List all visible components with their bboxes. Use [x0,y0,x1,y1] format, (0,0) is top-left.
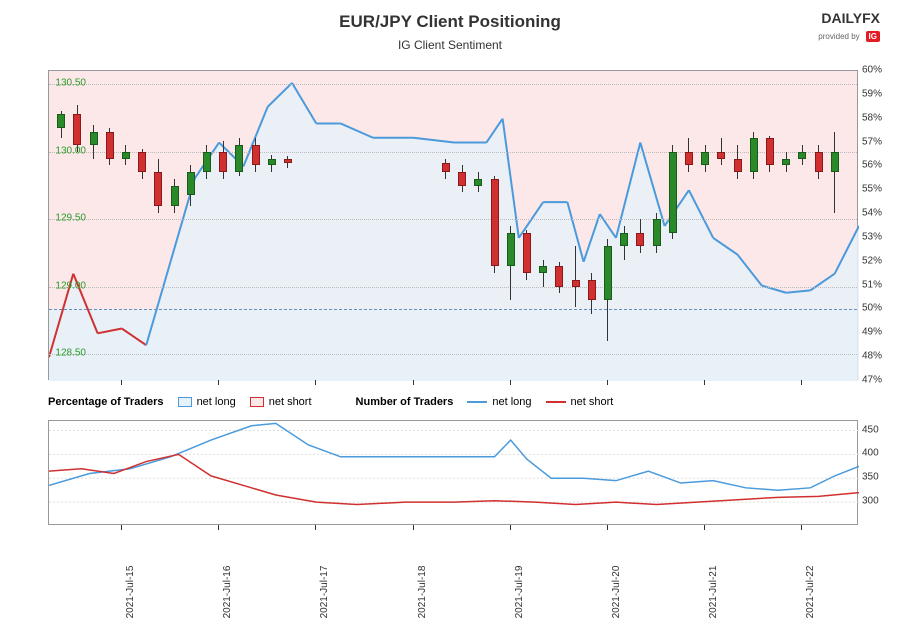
chart-title: EUR/JPY Client Positioning [0,0,900,32]
legend-item-num-short: net short [546,396,614,408]
x-axis-date-label: 2021-Jul-21 [708,566,719,618]
chart-container: EUR/JPY Client Positioning IG Client Sen… [0,0,900,600]
legend-group1-title: Percentage of Traders [48,396,164,408]
logo-main: DAILYFX [821,10,880,26]
y-right-tick-label: 49% [862,327,882,338]
sub-y-tick-label: 450 [862,424,879,435]
legend-item-pct-long: net long [178,396,236,408]
y-right-tick-label: 59% [862,88,882,99]
y-right-tick-label: 51% [862,279,882,290]
legend: Percentage of Traders net long net short… [48,388,858,416]
sub-y-tick-label: 350 [862,472,879,483]
x-axis-date-label: 2021-Jul-15 [125,566,136,618]
x-axis-date-label: 2021-Jul-20 [611,566,622,618]
y-right-tick-label: 47% [862,375,882,386]
bg-long-zone [49,309,857,381]
logo-ig: IG [866,31,880,42]
logo-sub: provided by [818,32,859,41]
legend-item-pct-short: net short [250,396,312,408]
y-right-tick-label: 60% [862,65,882,76]
x-axis-date-label: 2021-Jul-22 [805,566,816,618]
sub-y-tick-label: 400 [862,448,879,459]
line-swatch-long [467,401,487,403]
y-right-tick-label: 58% [862,112,882,123]
x-axis-date-label: 2021-Jul-17 [319,566,330,618]
y-left-tick-label: 129.00 [55,280,86,291]
y-left-tick-label: 129.50 [55,213,86,224]
line-swatch-short [546,401,566,403]
y-left-tick-label: 130.00 [55,145,86,156]
x-axis-date-label: 2021-Jul-18 [417,566,428,618]
swatch-long [178,397,192,407]
sub-y-tick-label: 300 [862,496,879,507]
legend-label: net short [269,396,312,408]
legend-label: net long [197,396,236,408]
y-right-tick-label: 55% [862,184,882,195]
legend-label: net short [571,396,614,408]
y-right-tick-label: 50% [862,303,882,314]
y-right-tick-label: 56% [862,160,882,171]
y-right-tick-label: 57% [862,136,882,147]
sub-chart [48,420,858,525]
chart-subtitle: IG Client Sentiment [0,32,900,52]
main-chart [48,70,858,380]
y-right-tick-label: 48% [862,351,882,362]
x-axis-date-label: 2021-Jul-16 [222,566,233,618]
y-left-tick-label: 128.50 [55,348,86,359]
swatch-short [250,397,264,407]
legend-label: net long [492,396,531,408]
legend-item-num-long: net long [467,396,531,408]
x-axis-date-label: 2021-Jul-19 [514,566,525,618]
y-right-tick-label: 53% [862,231,882,242]
y-left-tick-label: 130.50 [55,78,86,89]
logo: DAILYFX provided by IG [818,10,880,42]
sub-chart-svg [49,421,859,526]
y-right-tick-label: 52% [862,255,882,266]
y-right-tick-label: 54% [862,208,882,219]
legend-group2-title: Number of Traders [356,396,454,408]
